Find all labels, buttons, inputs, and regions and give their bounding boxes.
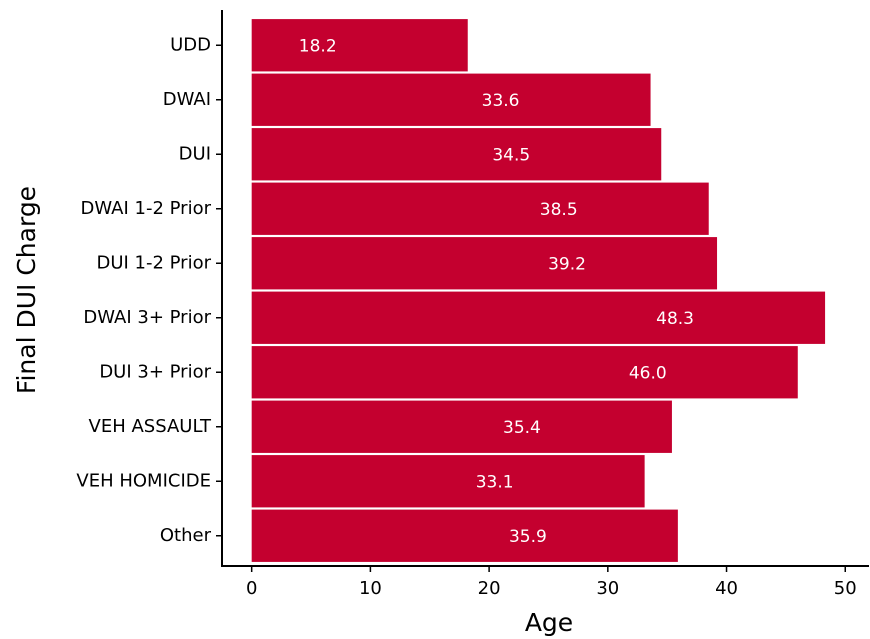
x-tick-label: 30 — [596, 578, 619, 599]
value-label: 48.3 — [656, 309, 694, 329]
bar — [251, 400, 672, 453]
value-label: 18.2 — [299, 36, 337, 56]
bar — [251, 182, 709, 235]
bar — [251, 346, 798, 399]
bar — [251, 19, 468, 72]
y-tick-label: DWAI 1-2 Prior — [81, 198, 212, 219]
bar — [251, 291, 826, 344]
bar — [251, 509, 678, 562]
x-tick-label: 20 — [478, 578, 501, 599]
value-label: 35.4 — [503, 418, 541, 438]
y-tick-label: Other — [160, 525, 212, 546]
bar — [251, 237, 718, 290]
value-label: 38.5 — [540, 200, 578, 220]
value-label: 33.1 — [476, 472, 514, 492]
y-tick-label: DUI 1-2 Prior — [96, 252, 211, 273]
y-tick-label: DWAI 3+ Prior — [83, 307, 211, 328]
y-tick-label: DUI 3+ Prior — [99, 361, 211, 382]
value-label: 35.9 — [509, 527, 547, 547]
y-tick-label: DUI — [179, 143, 211, 164]
x-axis-title: Age — [525, 608, 573, 637]
x-tick-label: 40 — [715, 578, 738, 599]
value-label: 46.0 — [629, 363, 667, 383]
y-tick-label: VEH ASSAULT — [89, 416, 212, 437]
y-tick-label: UDD — [170, 34, 211, 55]
value-label: 33.6 — [482, 91, 520, 111]
x-tick-label: 0 — [246, 578, 257, 599]
bar — [251, 73, 651, 126]
y-axis-title: Final DUI Charge — [12, 186, 41, 394]
bar — [251, 128, 662, 181]
y-tick-label: VEH HOMICIDE — [76, 470, 211, 491]
bar — [251, 455, 645, 508]
x-tick-label: 50 — [834, 578, 857, 599]
value-label: 39.2 — [548, 254, 586, 274]
x-tick-label: 10 — [359, 578, 382, 599]
y-tick-label: DWAI — [163, 89, 211, 110]
value-label: 34.5 — [492, 145, 530, 165]
